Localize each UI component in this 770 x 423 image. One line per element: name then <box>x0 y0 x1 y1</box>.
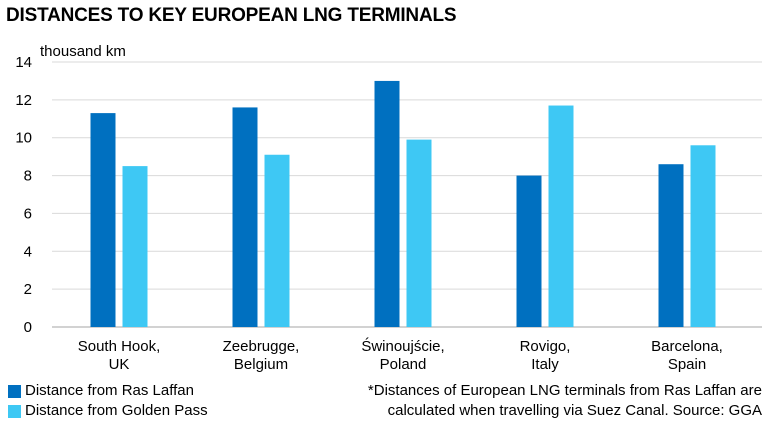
y-tick-label: 14 <box>15 54 32 71</box>
footnote: *Distances of European LNG terminals fro… <box>332 381 762 421</box>
gridlines <box>52 61 762 328</box>
bar-golden-pass <box>548 105 574 328</box>
category-label: Barcelona, <box>651 338 723 355</box>
bar-golden-pass <box>690 145 716 327</box>
bar-ras-laffan <box>658 164 684 327</box>
y-axis-unit-label: thousand km <box>40 43 126 60</box>
bar-golden-pass <box>122 166 148 327</box>
category-label: Belgium <box>234 356 288 373</box>
legend-item-golden-pass: Distance from Golden Pass <box>8 401 208 421</box>
footnote-line-1: *Distances of European LNG terminals fro… <box>367 382 762 399</box>
category-label: Spain <box>668 356 706 373</box>
category-label: South Hook, <box>78 338 161 355</box>
category-label: Italy <box>531 356 559 373</box>
y-tick-label: 8 <box>24 168 32 185</box>
category-label: Rovigo, <box>520 338 571 355</box>
bar-ras-laffan <box>90 113 116 327</box>
category-label: Poland <box>380 356 427 373</box>
legend-swatch-golden-pass <box>8 404 21 418</box>
legend-label-ras-laffan: Distance from Ras Laffan <box>25 382 194 399</box>
bar-ras-laffan <box>232 107 258 327</box>
bar-golden-pass <box>264 154 290 327</box>
y-tick-label: 6 <box>24 205 32 222</box>
y-tick-label: 10 <box>15 130 32 147</box>
y-tick-label: 12 <box>15 92 32 109</box>
bar-chart: 0 2 4 6 8 10 12 14 South Hook,UK Zeebrugge,Belgi… <box>15 54 762 373</box>
category-labels: South Hook,UK Zeebrugge,Belgium Świnoujści… <box>78 337 723 373</box>
bar-golden-pass <box>406 139 432 327</box>
legend-label-golden-pass: Distance from Golden Pass <box>25 402 208 419</box>
legend-swatch-ras-laffan <box>8 384 21 398</box>
category-label: UK <box>109 356 130 373</box>
y-tick-label: 0 <box>24 319 32 336</box>
category-label: Zeebrugge, <box>223 338 300 355</box>
bar-ras-laffan <box>374 80 400 327</box>
y-tick-label: 4 <box>24 243 32 260</box>
footnote-line-2: calculated when travelling via Suez Cana… <box>387 402 762 419</box>
legend-item-ras-laffan: Distance from Ras Laffan <box>8 381 208 401</box>
bars <box>90 80 716 328</box>
category-label: Świnoujście, <box>361 337 444 355</box>
y-axis-ticks: 0 2 4 6 8 10 12 14 <box>15 54 32 336</box>
y-tick-label: 2 <box>24 281 32 298</box>
chart-title: DISTANCES TO KEY EUROPEAN LNG TERMINALS <box>6 5 457 26</box>
bar-ras-laffan <box>516 175 542 327</box>
legend: Distance from Ras Laffan Distance from G… <box>8 381 208 421</box>
